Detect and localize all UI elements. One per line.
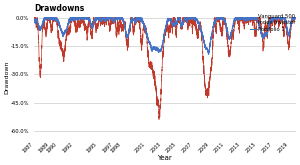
Vanguard 500
Index Investor <box>142 27 146 29</box>
Portfolio 1 <box>142 22 146 24</box>
Portfolio 1 <box>32 18 36 20</box>
Vanguard 500
Index Investor <box>157 105 160 107</box>
X-axis label: Year: Year <box>158 155 172 161</box>
Vanguard 500
Index Investor <box>286 39 290 41</box>
Line: Vanguard 500
Index Investor: Vanguard 500 Index Investor <box>34 18 296 119</box>
Text: Drawdowns: Drawdowns <box>34 4 84 13</box>
Vanguard 500
Index Investor <box>144 29 148 31</box>
Line: Portfolio 1: Portfolio 1 <box>34 18 296 54</box>
Portfolio 1 <box>286 31 290 33</box>
Vanguard 500
Index Investor <box>273 21 277 23</box>
Portfolio 1 <box>144 32 148 34</box>
Portfolio 1 <box>207 53 211 55</box>
Vanguard 500
Index Investor <box>222 17 226 19</box>
Vanguard 500
Index Investor <box>32 17 36 19</box>
Vanguard 500
Index Investor <box>157 118 161 120</box>
Portfolio 1 <box>273 18 277 20</box>
Portfolio 1 <box>43 17 46 19</box>
Portfolio 1 <box>294 17 298 19</box>
Portfolio 1 <box>157 52 160 54</box>
Y-axis label: Drawdown: Drawdown <box>4 60 9 94</box>
Portfolio 1 <box>223 19 226 21</box>
Legend: Vanguard 500
Index Investor, Portfolio 1: Vanguard 500 Index Investor, Portfolio 1 <box>250 14 296 32</box>
Vanguard 500
Index Investor <box>294 17 298 19</box>
